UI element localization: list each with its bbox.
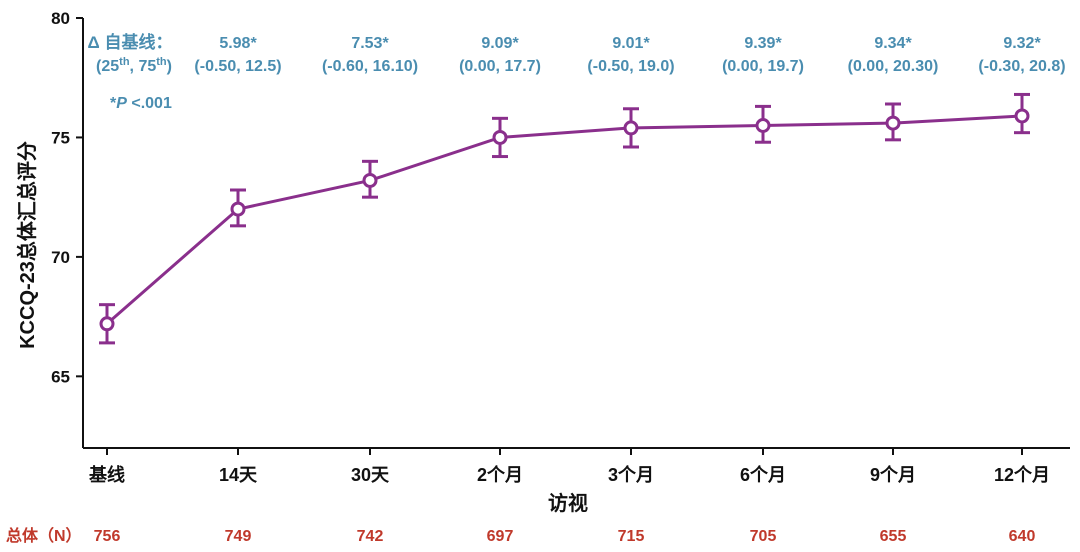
data-point — [230, 201, 246, 217]
data-point — [885, 115, 901, 131]
y-tick-label: 65 — [51, 367, 70, 386]
n-value-label: 697 — [487, 528, 514, 545]
delta-value-label: 5.98* — [219, 35, 257, 52]
delta-value-label: 9.09* — [481, 35, 519, 52]
series-line — [106, 114, 1023, 325]
x-tick-label: 12个月 — [994, 464, 1050, 485]
data-point — [362, 172, 378, 188]
n-row-label: 总体（N） — [6, 526, 82, 545]
delta-value-label: 9.01* — [612, 35, 650, 52]
data-point — [99, 316, 115, 332]
data-point — [755, 118, 771, 133]
delta-range-label: (-0.50, 12.5) — [194, 58, 281, 75]
delta-header-percentiles: (25th, 75th) — [96, 56, 172, 75]
y-axis-title: KCCQ-23总体汇总评分 — [15, 141, 39, 349]
delta-range-label: (0.00, 19.7) — [722, 58, 804, 75]
delta-value-label: 9.39* — [744, 35, 782, 52]
data-point — [623, 120, 639, 136]
delta-header-label: Δ 自基线： — [88, 32, 173, 52]
n-value-label: 756 — [94, 528, 121, 545]
x-tick-label: 3个月 — [608, 464, 654, 485]
delta-range-label: (-0.60, 16.10) — [322, 58, 418, 75]
x-tick-label: 14天 — [219, 465, 258, 485]
delta-range-label: (0.00, 20.30) — [848, 58, 939, 75]
x-axis-title: 访视 — [548, 491, 588, 515]
delta-range-label: (-0.50, 19.0) — [587, 58, 674, 75]
x-tick-label: 6个月 — [740, 464, 786, 485]
x-tick-label: 2个月 — [477, 464, 523, 485]
n-value-label: 655 — [880, 528, 907, 545]
n-value-label: 742 — [357, 528, 384, 545]
x-tick-label: 基线 — [88, 464, 125, 485]
pvalue-note: *P <.001 — [110, 95, 172, 112]
n-value-label: 749 — [225, 528, 252, 545]
data-point — [492, 129, 508, 145]
n-value-label: 640 — [1009, 528, 1036, 545]
data-point — [1014, 108, 1030, 124]
y-tick-label: 75 — [51, 128, 70, 147]
delta-range-label: (-0.30, 20.8) — [978, 58, 1065, 75]
y-tick-label: 70 — [51, 248, 70, 267]
delta-range-label: (0.00, 17.7) — [459, 58, 541, 75]
x-tick-label: 9个月 — [870, 464, 916, 485]
y-tick-label: 80 — [51, 9, 70, 28]
x-tick-label: 30天 — [351, 465, 390, 485]
delta-value-label: 9.32* — [1003, 35, 1041, 52]
delta-value-label: 9.34* — [874, 35, 912, 52]
delta-value-label: 7.53* — [351, 35, 389, 52]
n-value-label: 705 — [750, 528, 777, 545]
n-value-label: 715 — [618, 528, 645, 545]
